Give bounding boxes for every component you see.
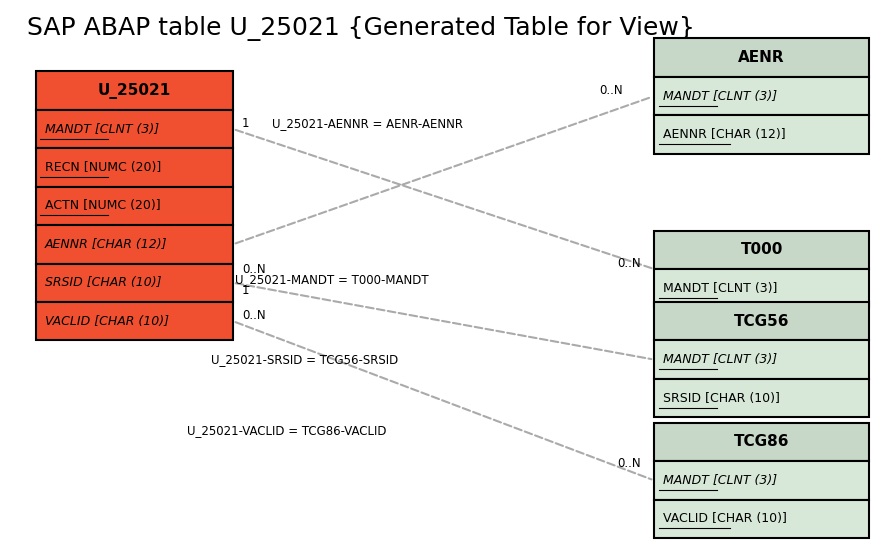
FancyBboxPatch shape	[654, 115, 869, 154]
Text: U_25021: U_25021	[98, 82, 171, 99]
Text: AENNR [CHAR (12)]: AENNR [CHAR (12)]	[663, 128, 786, 141]
Text: SRSID [CHAR (10)]: SRSID [CHAR (10)]	[45, 276, 161, 289]
FancyBboxPatch shape	[654, 461, 869, 500]
Text: MANDT [CLNT (3)]: MANDT [CLNT (3)]	[663, 89, 777, 103]
Text: TCG86: TCG86	[734, 434, 789, 450]
Text: ACTN [NUMC (20)]: ACTN [NUMC (20)]	[45, 199, 160, 212]
Text: U_25021-VACLID = TCG86-VACLID: U_25021-VACLID = TCG86-VACLID	[187, 424, 386, 438]
Text: SRSID [CHAR (10)]: SRSID [CHAR (10)]	[663, 391, 780, 405]
FancyBboxPatch shape	[36, 110, 233, 148]
FancyBboxPatch shape	[36, 264, 233, 302]
FancyBboxPatch shape	[654, 231, 869, 269]
Text: RECN [NUMC (20)]: RECN [NUMC (20)]	[45, 161, 161, 174]
Text: 0..N: 0..N	[242, 262, 265, 276]
FancyBboxPatch shape	[654, 423, 869, 461]
FancyBboxPatch shape	[36, 187, 233, 225]
Text: AENNR [CHAR (12)]: AENNR [CHAR (12)]	[45, 238, 168, 251]
FancyBboxPatch shape	[654, 379, 869, 417]
FancyBboxPatch shape	[654, 77, 869, 115]
Text: T000: T000	[740, 242, 783, 257]
FancyBboxPatch shape	[36, 148, 233, 187]
Text: MANDT [CLNT (3)]: MANDT [CLNT (3)]	[663, 353, 777, 366]
Text: 1: 1	[242, 117, 249, 130]
Text: VACLID [CHAR (10)]: VACLID [CHAR (10)]	[663, 512, 787, 525]
Text: U_25021-SRSID = TCG56-SRSID: U_25021-SRSID = TCG56-SRSID	[211, 353, 398, 366]
FancyBboxPatch shape	[654, 38, 869, 77]
FancyBboxPatch shape	[654, 302, 869, 340]
Text: VACLID [CHAR (10)]: VACLID [CHAR (10)]	[45, 315, 168, 328]
Text: 0..N: 0..N	[617, 257, 641, 270]
Text: 0..N: 0..N	[242, 309, 265, 322]
FancyBboxPatch shape	[36, 302, 233, 340]
FancyBboxPatch shape	[36, 225, 233, 264]
Text: U_25021-MANDT = T000-MANDT: U_25021-MANDT = T000-MANDT	[235, 273, 428, 287]
Text: MANDT [CLNT (3)]: MANDT [CLNT (3)]	[663, 282, 778, 295]
FancyBboxPatch shape	[654, 269, 869, 307]
Text: MANDT [CLNT (3)]: MANDT [CLNT (3)]	[45, 122, 159, 136]
Text: TCG56: TCG56	[734, 313, 789, 329]
Text: MANDT [CLNT (3)]: MANDT [CLNT (3)]	[663, 474, 777, 487]
Text: 0..N: 0..N	[617, 457, 641, 470]
Text: AENR: AENR	[738, 50, 785, 65]
Text: 1: 1	[242, 284, 249, 298]
FancyBboxPatch shape	[654, 500, 869, 538]
Text: 0..N: 0..N	[599, 84, 623, 97]
Text: SAP ABAP table U_25021 {Generated Table for View}: SAP ABAP table U_25021 {Generated Table …	[27, 16, 694, 42]
Text: U_25021-AENNR = AENR-AENNR: U_25021-AENNR = AENR-AENNR	[271, 117, 463, 130]
FancyBboxPatch shape	[36, 71, 233, 110]
FancyBboxPatch shape	[654, 340, 869, 379]
